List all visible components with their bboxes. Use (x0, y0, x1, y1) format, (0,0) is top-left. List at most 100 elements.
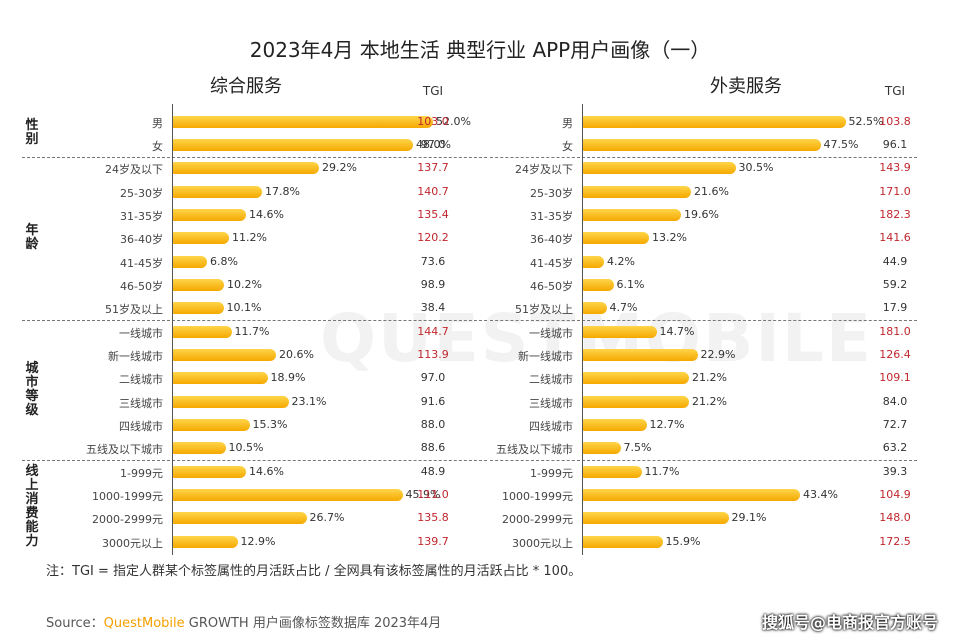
tgi-value: 109.1 (879, 371, 911, 385)
tgi-header: TGI (884, 84, 906, 98)
data-label: 6.8% (210, 254, 238, 268)
bar (583, 348, 698, 361)
bar (583, 232, 649, 245)
data-label: 29.1% (731, 511, 767, 525)
bar (173, 115, 433, 128)
category-label: 三线城市 (529, 396, 573, 410)
data-label: 11.7% (234, 324, 270, 338)
data-label: 14.6% (249, 207, 284, 221)
section-separator (172, 459, 487, 461)
category-label: 五线及以下城市 (86, 443, 163, 457)
bar (583, 255, 604, 268)
data-label: 52.0% (436, 114, 471, 128)
tgi-value: 38.4 (420, 301, 446, 315)
source-label: Source： (46, 616, 104, 631)
data-label: 43.4% (803, 487, 838, 501)
bar (583, 465, 642, 478)
tgi-value: 72.7 (882, 417, 908, 431)
section-separator (172, 319, 487, 321)
data-label: 11.7% (644, 464, 680, 478)
tgi-value: 96.1 (882, 137, 908, 151)
footnote: 注：TGI = 指定人群某个标签属性的月活跃占比 / 全网具有该标签属性的月活跃… (46, 564, 582, 579)
bar (583, 208, 681, 221)
category-label: 1000-1999元 (92, 489, 163, 503)
category-label: 2000-2999元 (92, 513, 163, 527)
bar (173, 138, 413, 151)
category-label: 女 (152, 139, 163, 153)
category-label: 1-999元 (120, 466, 163, 480)
source-text: GROWTH 用户画像标签数据库 2023年4月 (184, 616, 442, 631)
section-label: 性别 (25, 118, 39, 148)
bar (173, 302, 224, 315)
tgi-value: 181.0 (879, 324, 911, 338)
bar (173, 232, 229, 245)
data-label: 14.7% (659, 324, 695, 338)
tgi-value: 143.9 (879, 161, 911, 175)
tgi-value: 126.4 (879, 347, 911, 361)
tgi-value: 148.0 (879, 511, 911, 525)
tgi-value: 172.5 (879, 534, 911, 548)
data-label: 6.1% (616, 277, 645, 291)
category-label: 3000元以上 (102, 536, 163, 550)
tgi-value: 97.0 (420, 371, 446, 385)
tgi-value: 113.9 (417, 347, 449, 361)
category-label: 五线及以下城市 (496, 443, 573, 457)
category-label: 四线城市 (529, 419, 573, 433)
category-label: 51岁及以上 (105, 303, 163, 317)
category-axis (172, 104, 173, 556)
category-label: 3000元以上 (512, 536, 573, 550)
tgi-value: 139.7 (417, 534, 449, 548)
data-label: 10.1% (226, 301, 262, 315)
category-label: 31-35岁 (530, 209, 573, 223)
bar (173, 325, 232, 338)
data-label: 7.5% (623, 441, 652, 455)
tgi-value: 88.0 (420, 417, 446, 431)
category-label: 31-35岁 (120, 209, 163, 223)
bar (583, 535, 663, 548)
panel-title: 外卖服务 (710, 76, 782, 97)
bar (173, 185, 262, 198)
category-label: 24岁及以下 (105, 163, 163, 177)
tgi-value: 140.7 (417, 184, 449, 198)
bar (173, 418, 250, 431)
section-separator (22, 156, 170, 158)
corner-watermark: 搜狐号@电商报官方账号 (761, 613, 938, 632)
data-label: 10.5% (228, 441, 264, 455)
tgi-value: 137.7 (417, 161, 449, 175)
category-label: 一线城市 (119, 326, 163, 340)
category-label: 新一线城市 (108, 349, 163, 363)
category-label: 41-45岁 (530, 256, 573, 270)
tgi-value: 120.2 (417, 231, 449, 245)
tgi-value: 17.9 (882, 301, 908, 315)
category-label: 1-999元 (530, 466, 573, 480)
source-brand: QuestMobile (103, 616, 185, 631)
bar (583, 488, 800, 501)
tgi-value: 141.6 (879, 231, 911, 245)
data-label: 4.2% (607, 254, 635, 268)
tgi-value: 104.9 (879, 487, 911, 501)
chart-title: 2023年4月 本地生活 典型行业 APP用户画像（一） (249, 38, 711, 62)
tgi-value: 73.6 (420, 254, 446, 268)
section-separator (490, 459, 580, 461)
bar (583, 302, 607, 315)
data-label: 48.0% (416, 137, 451, 151)
tgi-value: 144.7 (417, 324, 449, 338)
section-separator (490, 156, 580, 158)
category-label: 二线城市 (119, 373, 163, 387)
bar (173, 348, 276, 361)
section-separator (172, 156, 487, 158)
tgi-value: 182.3 (879, 207, 911, 221)
bar (173, 278, 224, 291)
source-line: Source：QuestMobile GROWTH 用户画像标签数据库 2023… (46, 612, 441, 631)
tgi-value: 39.3 (882, 464, 908, 478)
category-label: 男 (152, 116, 163, 130)
tgi-value: 44.9 (882, 254, 908, 268)
tgi-value: 88.6 (420, 441, 446, 455)
data-label: 11.2% (232, 231, 267, 245)
category-label: 男 (562, 116, 573, 130)
data-label: 30.5% (738, 161, 774, 175)
bar (173, 442, 226, 455)
section-separator (22, 459, 170, 461)
category-label: 46-50岁 (120, 279, 163, 293)
